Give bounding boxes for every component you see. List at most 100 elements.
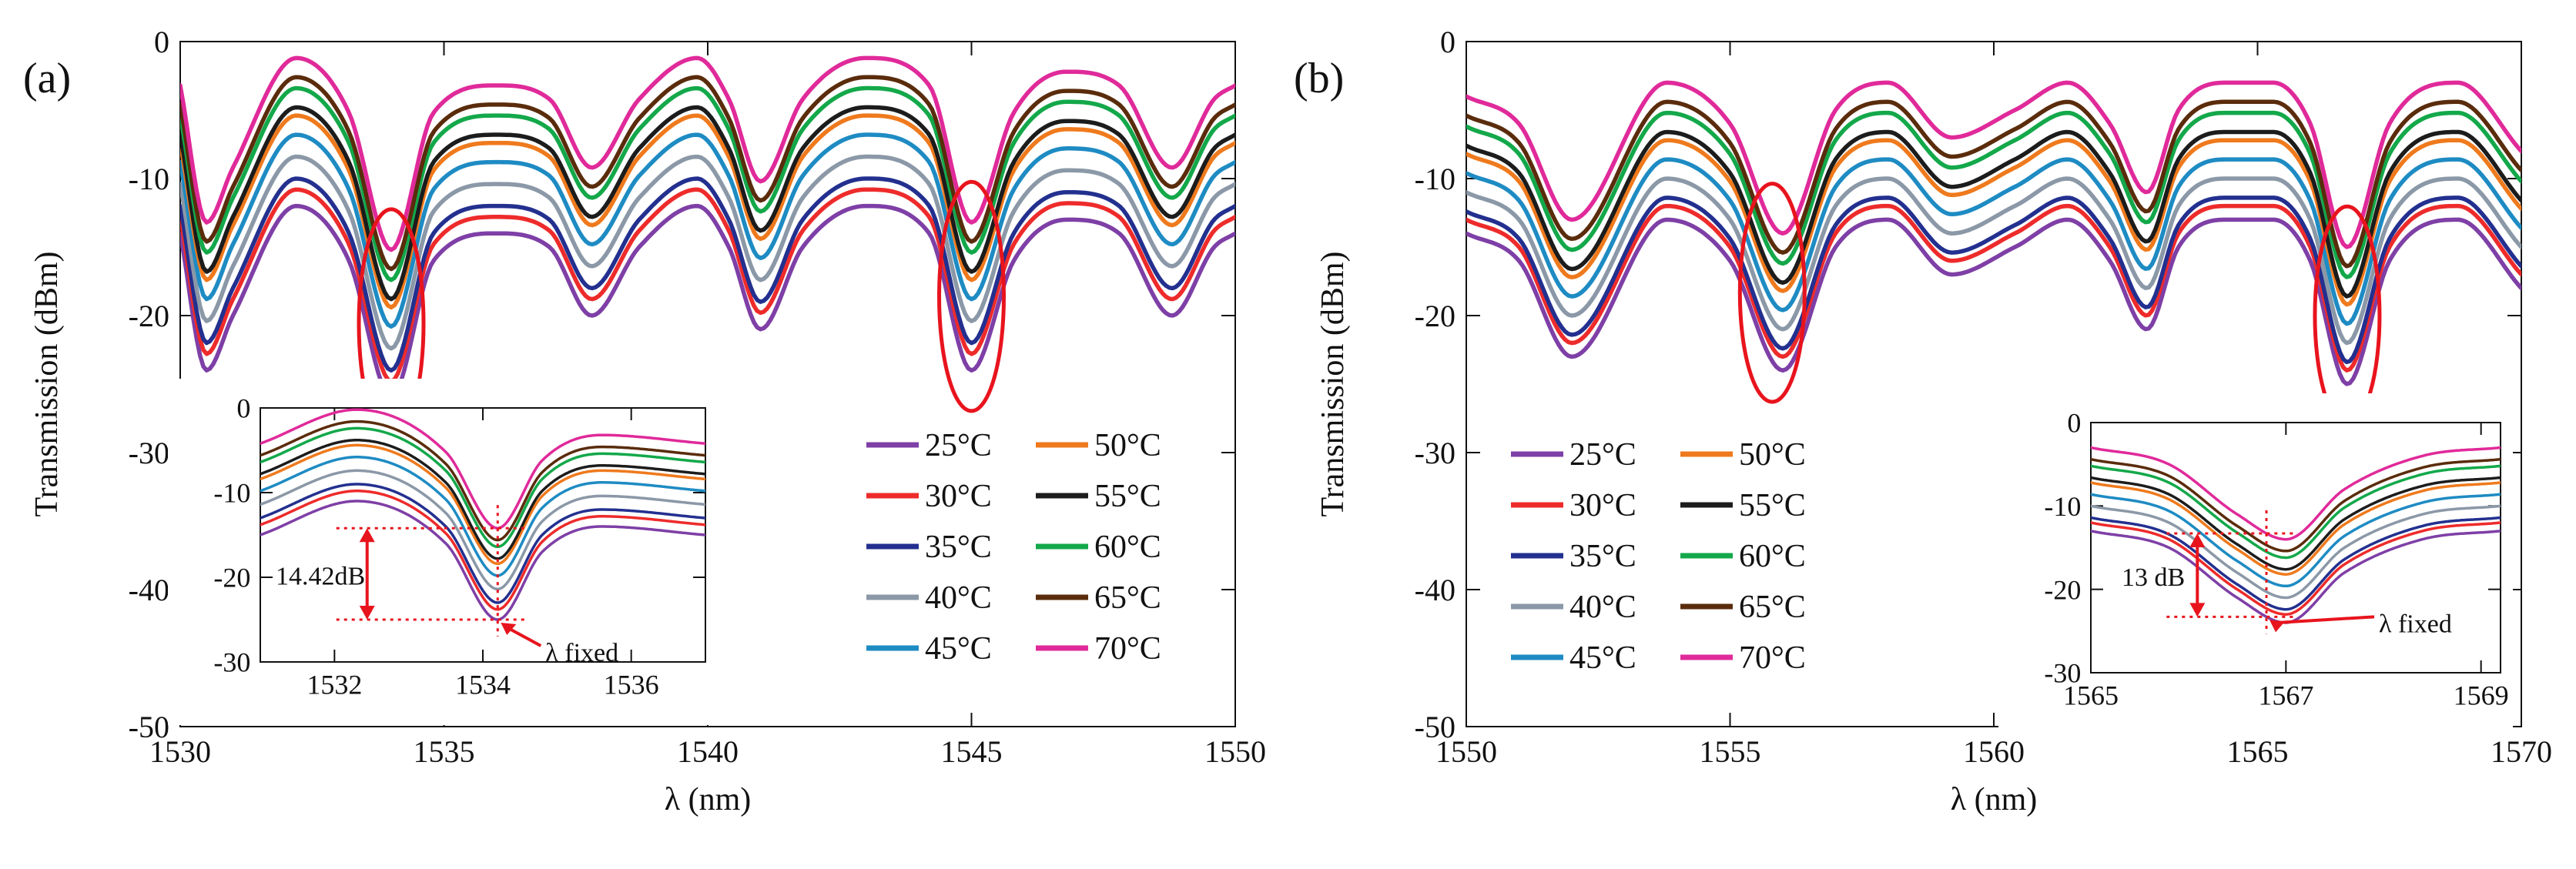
panel-a-legend-entry-45C: 45°C xyxy=(925,631,992,667)
panel-a-y-tick-label: -40 xyxy=(129,573,169,607)
panel-b-inset-series-line-30C xyxy=(2091,521,2501,616)
panel-b-series-line-55C xyxy=(1466,129,2521,299)
panel-b-y-axis-label: Transmission (dBm) xyxy=(1315,251,1351,516)
panel-b-inset-y-tick-label: 0 xyxy=(2067,408,2081,439)
panel-a-legend-entry-55C: 55°C xyxy=(1094,479,1161,514)
panel-a-chart: 1530 1535 1540 1545 1550 -50 -40 -30 -20 -10 0 λ (n… xyxy=(23,25,1266,817)
panel-a-inset-series-line-55C xyxy=(260,439,705,560)
panel-b-inset-axes-frame xyxy=(2090,422,2501,673)
panel-a-x-tick-label: 1535 xyxy=(414,734,475,769)
panel-b-legend-entry-60C: 60°C xyxy=(1739,539,1806,574)
panel-a-y-tick-label: -10 xyxy=(129,162,169,196)
panel-a-legend: 25°C 50°C 30°C 55°C 35°C 60°C 40°C 65°C 45°C 70°C xyxy=(866,428,1161,667)
panel-a-inset-y-tick-label: 0 xyxy=(236,393,250,424)
panel-a-inset-y-tick-label: -30 xyxy=(213,647,250,678)
panel-a-inset-series-line-60C xyxy=(260,426,705,549)
panel-b-series-line-65C xyxy=(1466,99,2521,269)
panel-a-series-line-40C xyxy=(180,154,1235,351)
panel-b-inset-x-tick-label: 1565 xyxy=(2063,680,2119,710)
panel-a-inset-marker-label: λ fixed xyxy=(545,639,618,667)
panel-b-inset-marker-arrowhead xyxy=(2269,620,2285,633)
panel-b-x-tick-label: 1550 xyxy=(1435,734,1497,769)
panel-a-series-line-45C xyxy=(180,132,1235,329)
panel-b-inset-x-tick-label: 1567 xyxy=(2258,680,2313,710)
panel-b-legend: 25°C 50°C 30°C 55°C 35°C 60°C 40°C 65°C 45°C 70°C xyxy=(1511,437,1806,676)
panel-b-legend-entry-35C: 35°C xyxy=(1569,539,1636,574)
panel-b-inset-background xyxy=(1998,393,2513,736)
panel-a-legend-entry-35C: 35°C xyxy=(925,530,992,565)
panel-a-dip-highlight-ellipse xyxy=(937,179,1006,413)
panel-a-panel-label: (a) xyxy=(23,55,71,102)
panel-b-inset-arrowhead-top xyxy=(2189,533,2206,548)
panel-a-series-line-50C xyxy=(180,113,1235,310)
panel-b-y-tick-label: -30 xyxy=(1415,436,1455,470)
panel-b-inset-callout: 13 dB xyxy=(2122,563,2185,592)
panel-a-inset-series-line-45C xyxy=(260,456,705,577)
panel-a-inset-series-line-35C xyxy=(260,483,705,604)
panel-b-inset-series-line-55C xyxy=(2091,476,2501,571)
panel-b-inset-marker-label: λ fixed xyxy=(2379,610,2452,638)
panel-a-series-line-25C xyxy=(180,203,1235,400)
panel-b-y-tick-label: -20 xyxy=(1415,299,1455,333)
panel-a-inset-series-line-50C xyxy=(260,443,705,566)
panel-b-inset-series-line-65C xyxy=(2091,457,2501,553)
panel-b-inset-series-line-50C xyxy=(2091,481,2501,576)
panel-a-y-tick-label: 0 xyxy=(154,25,169,59)
panel-b-inset-series-line-40C xyxy=(2091,504,2501,600)
panel-b-dip-highlight-ellipse xyxy=(1737,182,1807,404)
panel-a-legend-entry-25C: 25°C xyxy=(925,428,992,463)
panel-b-inset-y-tick-label: -30 xyxy=(2044,658,2081,689)
panel-b-series-line-70C xyxy=(1466,80,2521,249)
panel-b-series-group xyxy=(1466,80,2521,386)
panel-a-x-tick-label: 1530 xyxy=(149,734,211,769)
panel-a-inset-arrowhead-top xyxy=(359,528,375,543)
panel-b-x-tick-label: 1570 xyxy=(2491,734,2552,769)
panel-b-inset-series-line-45C xyxy=(2091,493,2501,588)
panel-b-x-tick-label: 1565 xyxy=(2227,734,2289,769)
panel-a-inset-x-tick-label: 1534 xyxy=(455,669,511,700)
panel-b-series-line-25C xyxy=(1466,217,2521,386)
panel-a-inset-marker-arrowhead xyxy=(501,623,517,635)
panel-b-legend-entry-45C: 45°C xyxy=(1569,640,1636,676)
panel-a-inset: 1532 1534 1536 -30 -20 -10 0 14.42dB λ fixed xyxy=(168,379,718,725)
panel-b-series-line-30C xyxy=(1466,203,2521,373)
panel-a-inset-series-line-40C xyxy=(260,469,705,591)
panel-b-chart: 1550 1555 1560 1565 1570 -50 -40 -30 -20 -10 0 λ (n… xyxy=(1294,25,2552,817)
panel-b-series-line-60C xyxy=(1466,110,2521,279)
panel-a-legend-entry-30C: 30°C xyxy=(925,479,992,514)
panel-b-x-tick-label: 1555 xyxy=(1700,734,1761,769)
panel-b-legend-entry-25C: 25°C xyxy=(1569,437,1636,473)
panel-a-series-group xyxy=(180,55,1235,400)
panel-b-legend-entry-70C: 70°C xyxy=(1739,640,1806,676)
panel-a-x-tick-label: 1545 xyxy=(941,734,1003,769)
panel-a-legend-entry-60C: 60°C xyxy=(1094,530,1161,565)
panel-b-x-tick-label: 1560 xyxy=(1963,734,2025,769)
panel-a-inset-series-line-25C xyxy=(260,500,705,621)
panel-b-y-tick-label: -10 xyxy=(1415,162,1455,196)
panel-a-legend-entry-70C: 70°C xyxy=(1094,631,1161,667)
panel-b-y-tick-label: -40 xyxy=(1415,573,1455,607)
panel-b-inset-series-line-70C xyxy=(2091,446,2501,541)
panel-b-legend-entry-65C: 65°C xyxy=(1739,590,1806,625)
panel-b-x-axis-label: λ (nm) xyxy=(1951,782,2038,817)
panel-a-inset-x-tick-label: 1536 xyxy=(604,669,659,700)
panel-a-y-tick-label: -30 xyxy=(129,436,169,470)
panel-a-y-tick-label: -50 xyxy=(129,710,169,744)
panel-b-series-line-50C xyxy=(1466,138,2521,307)
panel-b-inset-marker-arrow xyxy=(2272,615,2375,625)
panel-b-series-line-45C xyxy=(1466,157,2521,326)
panel-a-inset-x-tick-label: 1532 xyxy=(307,669,362,700)
panel-a-inset-y-tick-label: -20 xyxy=(213,563,250,593)
panel-b-legend-entry-50C: 50°C xyxy=(1739,437,1806,473)
panel-a-legend-entry-40C: 40°C xyxy=(925,580,992,616)
panel-b-inset-y-tick-label: -20 xyxy=(2044,574,2081,605)
panel-b-inset-series-line-35C xyxy=(2091,516,2501,611)
panel-a-series-line-30C xyxy=(180,187,1235,384)
panel-a-inset-callout: 14.42dB xyxy=(276,563,365,591)
panel-b-series-line-35C xyxy=(1466,196,2521,365)
panel-a-legend-entry-50C: 50°C xyxy=(1094,428,1161,463)
panel-b-inset-arrowhead-bottom xyxy=(2189,603,2206,617)
panel-a-legend-entry-65C: 65°C xyxy=(1094,580,1161,616)
panel-b-inset-x-tick-label: 1569 xyxy=(2454,680,2509,710)
